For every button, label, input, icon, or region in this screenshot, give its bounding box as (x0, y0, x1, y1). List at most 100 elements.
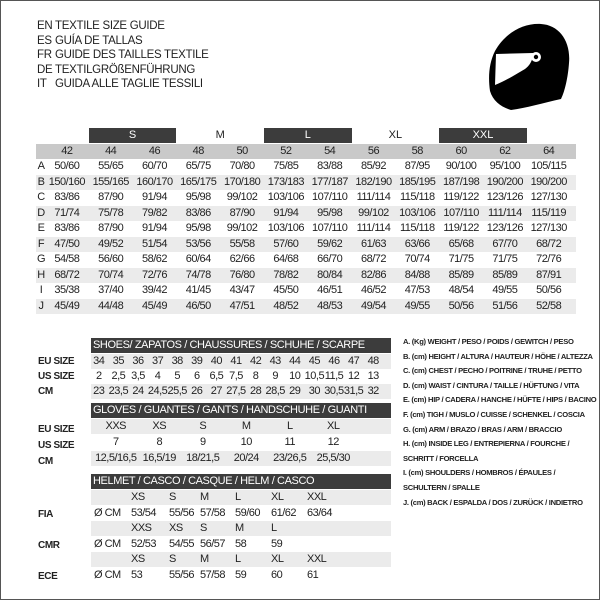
measurement-cell: 67/70 (492, 237, 518, 250)
row-letter: F (37, 237, 45, 250)
shoe-size-cell: 29 (289, 385, 301, 397)
row-letter: B (37, 175, 45, 188)
legend-line: I. (cm) SHOULDERS / HOMBROS / ÉPAULES / (403, 468, 556, 478)
shoe-size-cell: 23,5 (108, 385, 129, 397)
measurement-cell: 99/102 (358, 206, 389, 219)
measurement-cell: 47/51 (229, 299, 256, 312)
measurement-cell: 80/84 (317, 268, 343, 281)
size-number: 60 (455, 145, 467, 157)
row-bg (36, 298, 576, 314)
size-number: 56 (367, 145, 380, 157)
measurement-cell: 45/49 (141, 299, 168, 312)
unit-label: Ø CM (94, 569, 121, 581)
shoe-size-cell: 3,5 (131, 370, 145, 382)
measurement-cell: 79/82 (141, 206, 168, 219)
title-text: GUIDE DES TAILLES TEXTILE (55, 49, 209, 62)
measurement-cell: 127/130 (530, 191, 568, 203)
helmet-size-label: XL (271, 553, 284, 565)
row-label: US SIZE (38, 440, 75, 451)
measurement-cell: 170/180 (223, 175, 261, 188)
shoe-size-cell: 6 (193, 370, 200, 382)
title-line: DE TEXTILGRÖßENFÜHRUNG (37, 64, 195, 76)
shoe-size-cell: 45 (308, 355, 321, 367)
measurement-cell: 56/60 (98, 253, 124, 265)
size-number: 62 (499, 145, 511, 157)
shoe-size-cell: 28,5 (265, 385, 285, 397)
measurement-cell: 75/85 (273, 160, 299, 172)
measurement-cell: 68/72 (360, 253, 387, 265)
measurement-cell: 95/98 (185, 191, 212, 203)
measurement-cell: 115/118 (399, 191, 435, 203)
helmet-size-label: XS (169, 522, 183, 534)
helmet-size-value: 52/53 (131, 538, 157, 550)
measurement-cell: 85/89 (492, 268, 518, 281)
size-number: 50 (236, 145, 248, 157)
shoe-size-cell: 12 (347, 370, 360, 382)
measurement-cell: 127/130 (530, 222, 568, 234)
helmet-size-label: S (200, 522, 207, 534)
measurement-cell: 85/92 (360, 160, 387, 172)
measurement-cell: 41/45 (185, 284, 212, 296)
measurement-cell: 48/53 (317, 299, 343, 312)
size-header-row-bg (36, 144, 576, 159)
size-group-xxl: XXL (439, 128, 527, 143)
shoe-size-cell: 37 (151, 355, 164, 367)
title-line: ES GUÍA DE TALLAS (37, 34, 143, 47)
shoe-size-cell: 30 (308, 385, 321, 397)
measurement-cell: 119/122 (443, 191, 479, 203)
helmet-icon (489, 23, 570, 110)
title-line: IT GUIDA ALLE TAGLIE TESSILI (37, 78, 203, 90)
size-number: 52 (280, 145, 292, 157)
language-code: DE (37, 63, 53, 76)
title-line: FR GUIDE DES TAILLES TEXTILE (37, 49, 209, 61)
shoe-size-cell: 39 (191, 355, 203, 367)
measurement-cell: 72/76 (141, 268, 168, 281)
title-text: GUÍA DE TALLAS (55, 34, 143, 47)
legend-line: SCHRITT / FORCELLA (403, 453, 479, 463)
row-letter: H (37, 268, 45, 281)
size-group-m: M (215, 129, 225, 141)
measurement-cell: 107/110 (311, 222, 348, 234)
language-code: EN (37, 20, 53, 32)
helmet-size-value: 61 (307, 569, 319, 581)
row-bg (91, 490, 391, 505)
measurement-cell: 70/74 (404, 253, 431, 265)
measurement-cell: 150/160 (48, 175, 86, 188)
measurement-cell: 35/38 (54, 284, 80, 296)
measurement-cell: 51/54 (141, 237, 168, 250)
standard-label: ECE (38, 571, 58, 582)
language-code: FR (37, 49, 52, 62)
language-code: IT (37, 78, 47, 91)
row-letter: A (37, 160, 45, 172)
shoe-size-cell: 10,5 (304, 370, 325, 382)
glove-size-cell: 20/24 (233, 452, 260, 464)
shoe-size-cell: 2 (95, 370, 102, 382)
glove-size-cell: 16,5/19 (142, 452, 177, 464)
measurement-cell: 66/70 (317, 253, 343, 265)
row-bg (91, 521, 391, 536)
measurement-cell: 61/63 (360, 237, 387, 250)
helmet-size-label: S (169, 491, 176, 503)
glove-size-cell: M (241, 420, 251, 432)
unit-label: Ø CM (94, 538, 121, 550)
measurement-cell: 123/126 (486, 222, 524, 234)
measurement-cell: 95/98 (317, 206, 343, 219)
measurement-cell: 99/102 (226, 222, 258, 234)
size-number: 64 (543, 145, 555, 157)
measurement-cell: 111/114 (356, 222, 391, 234)
measurement-cell: 82/86 (360, 268, 387, 281)
measurement-cell: 95/100 (489, 160, 521, 172)
measurement-cell: 111/114 (356, 191, 391, 203)
glove-size-cell: XXS (105, 420, 126, 432)
measurement-cell: 58/62 (141, 253, 168, 265)
measurement-cell: 177/187 (311, 175, 349, 188)
glove-size-cell: S (199, 420, 207, 432)
measurement-cell: 43/47 (229, 284, 256, 296)
row-letter: J (38, 299, 45, 312)
glove-size-cell: 12,5/16,5 (95, 452, 137, 464)
shoe-size-cell: 27 (210, 385, 223, 397)
shoe-size-cell: 8 (252, 370, 259, 382)
legend-line: G. (cm) ARM / BRAZO / BRAS / ARM / BRACC… (403, 424, 562, 434)
measurement-cell: 187/198 (442, 175, 480, 188)
title-line: EN TEXTILE SIZE GUIDE (37, 20, 165, 32)
